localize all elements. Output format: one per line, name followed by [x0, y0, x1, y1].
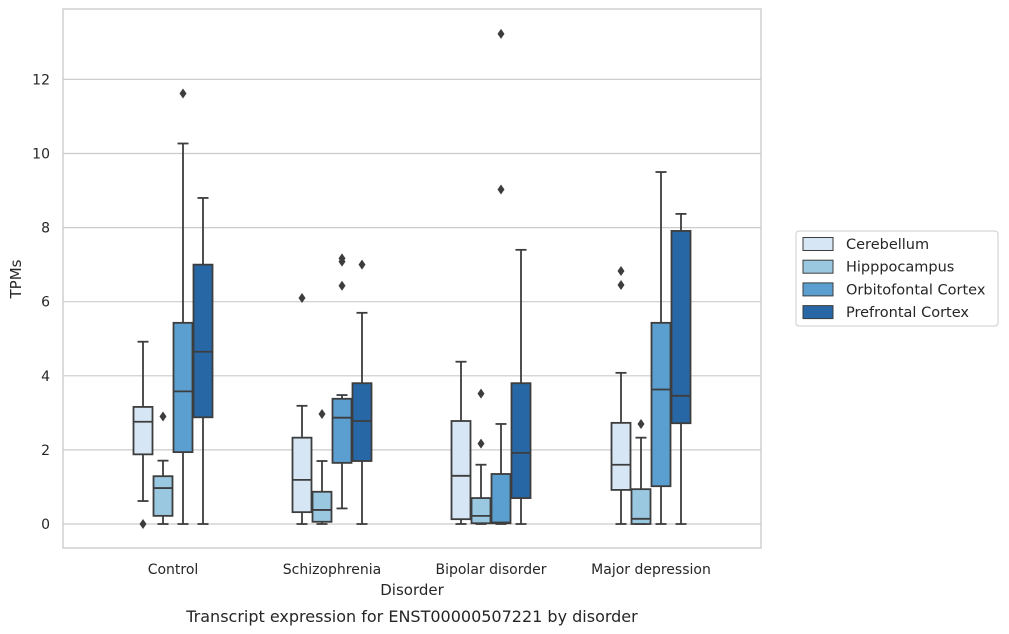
outlier-point	[477, 388, 485, 399]
legend-swatch	[802, 237, 834, 251]
box-iqr	[510, 382, 532, 499]
box-orbitofontal-cortex	[172, 88, 194, 525]
box-cerebellum	[450, 360, 472, 525]
box-iqr	[610, 421, 632, 491]
x-tick-label: Control	[148, 562, 199, 578]
legend-swatch	[802, 259, 834, 274]
x-tick-label: Bipolar disorder	[435, 562, 546, 578]
outlier-point	[497, 184, 505, 195]
box-iqr	[670, 230, 692, 425]
box-hipppocampus	[470, 388, 492, 525]
outlier-point	[338, 280, 346, 291]
box-prefrontal-cortex	[510, 248, 532, 525]
box-iqr	[331, 397, 353, 464]
outlier-point	[159, 411, 167, 422]
plot-area-frame	[62, 8, 762, 549]
y-tick-label: 6	[41, 295, 50, 311]
box-iqr	[192, 263, 214, 419]
outlier-point	[637, 418, 645, 429]
box-iqr	[152, 475, 174, 517]
outlier-point	[358, 259, 366, 270]
y-tick-label: 12	[32, 72, 50, 88]
box-iqr	[132, 406, 154, 456]
box-iqr	[630, 488, 652, 525]
box-prefrontal-cortex	[351, 259, 373, 525]
outlier-point	[318, 408, 326, 419]
x-axis-title: Disorder	[380, 581, 444, 599]
outlier-point	[298, 292, 306, 303]
outlier-point	[617, 280, 625, 291]
outlier-point	[338, 253, 346, 264]
legend: Cerebellum Hipppocampus Orbitofontal Corte…	[795, 230, 999, 327]
box-iqr	[291, 436, 313, 514]
outlier-point	[179, 88, 187, 99]
y-tick-label: 4	[41, 369, 50, 385]
box-orbitofontal-cortex	[331, 253, 353, 510]
box-cerebellum	[132, 340, 154, 529]
y-tick-label: 10	[32, 147, 50, 163]
y-tick-label: 8	[41, 221, 50, 237]
legend-swatch	[802, 305, 834, 320]
box-prefrontal-cortex	[192, 197, 214, 525]
box-iqr	[172, 321, 194, 454]
boxes	[132, 28, 692, 529]
y-axis-title: TPMs	[7, 259, 25, 299]
box-hipppocampus	[311, 408, 333, 525]
box-hipppocampus	[630, 418, 652, 525]
box-iqr	[650, 321, 672, 488]
y-tick-label: 2	[41, 443, 50, 459]
box-iqr	[450, 420, 472, 521]
box-iqr	[311, 490, 333, 523]
box-orbitofontal-cortex	[650, 171, 672, 525]
outlier-point	[139, 519, 147, 529]
box-iqr	[470, 497, 492, 525]
box-cerebellum	[610, 265, 632, 525]
box-iqr	[351, 382, 373, 462]
outlier-point	[477, 438, 485, 449]
y-tick-labels: 0 2 4 6 8 10 12	[32, 72, 50, 533]
plot-area-background	[63, 9, 761, 548]
box-hipppocampus	[152, 411, 174, 525]
legend-frame	[795, 230, 999, 327]
outlier-point	[617, 265, 625, 276]
legend-label: Cerebellum	[846, 237, 929, 253]
x-tick-label: Schizophrenia	[283, 562, 381, 578]
box-prefrontal-cortex	[670, 212, 692, 525]
chart-caption: Transcript expression for ENST0000050722…	[185, 607, 638, 626]
box-iqr	[490, 473, 512, 525]
legend-label: Prefrontal Cortex	[846, 305, 969, 321]
legend-label: Orbitofontal Cortex	[846, 282, 986, 298]
legend-swatch	[802, 282, 834, 297]
box-orbitofontal-cortex	[490, 28, 512, 525]
x-tick-label: Major depression	[591, 562, 711, 578]
outlier-point	[497, 28, 505, 39]
y-tick-label: 0	[41, 517, 50, 533]
box-cerebellum	[291, 292, 313, 525]
legend-label: Hipppocampus	[846, 260, 954, 276]
x-tick-labels: Control Schizophrenia Bipolar disorder Majo…	[148, 562, 711, 578]
